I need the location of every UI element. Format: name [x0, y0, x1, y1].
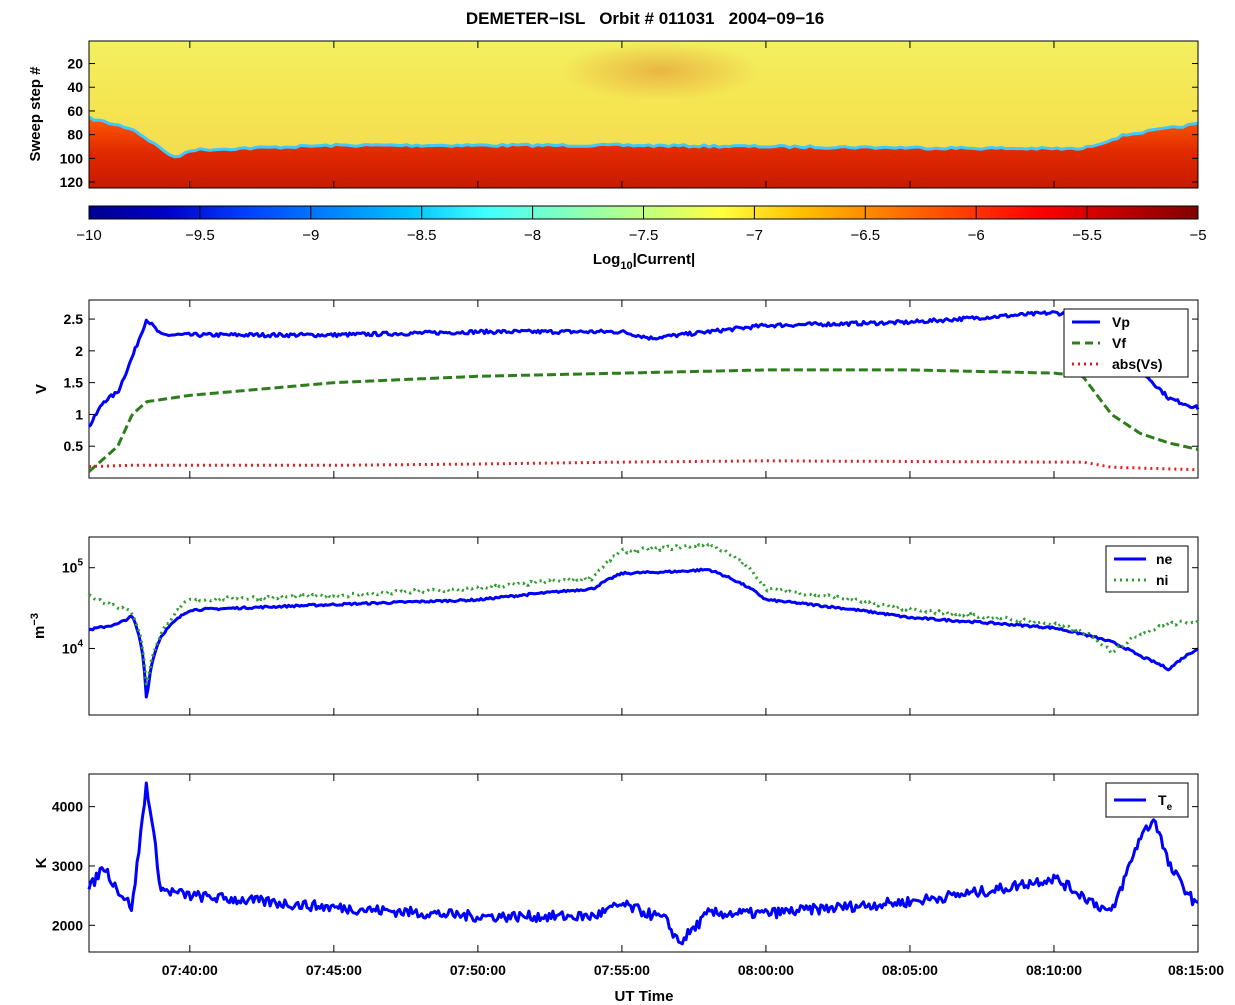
- voltage-y-ticks: 0.5 1 1.5 2 2.5: [64, 311, 1198, 454]
- temperature-series: [87, 781, 1199, 946]
- heatmap-lower-region: [89, 116, 1198, 188]
- series-line: [87, 781, 1199, 946]
- voltage-series: [88, 310, 1200, 473]
- y-tick-label: 1.5: [64, 375, 84, 391]
- heatmap-y-label: Sweep step #: [27, 66, 44, 162]
- heatmap-y-ticks: 20 40 60 80 100 120: [60, 56, 1198, 190]
- x-tick-label: 08:00:00: [738, 962, 794, 978]
- x-tick-label: 07:40:00: [162, 962, 218, 978]
- voltage-legend: Vp Vf abs(Vs): [1063, 308, 1189, 378]
- temperature-frame: [88, 773, 1199, 953]
- colorbar-tick-label: −5: [1189, 227, 1206, 244]
- heatmap-frame: [88, 40, 1199, 189]
- x-tick-label: 07:45:00: [306, 962, 362, 978]
- x-tick-label: 07:50:00: [450, 962, 506, 978]
- x-tick-label: 08:05:00: [882, 962, 938, 978]
- density-panel: 105 104 m−3 ne ni: [29, 536, 1200, 716]
- series-line: [88, 541, 1200, 686]
- colorbar-label-main: Log: [593, 251, 621, 268]
- colorbar-tick-label: −7: [746, 227, 763, 244]
- y-tick-label: 80: [67, 127, 83, 143]
- series-line: [88, 310, 1200, 428]
- legend-vf-label: Vf: [1112, 335, 1126, 351]
- voltage-panel: 0.5 1 1.5 2 2.5 V Vp Vf abs(Vs): [33, 299, 1200, 479]
- density-series: [88, 541, 1200, 699]
- legend-te-main: T: [1158, 792, 1167, 808]
- x-tick-label: 08:15:00: [1168, 962, 1224, 978]
- y-tick-label: 120: [60, 174, 84, 190]
- density-y-label: m−3: [29, 613, 48, 639]
- y-tick-label: 100: [60, 150, 84, 166]
- colorbar-label-rest: |Current|: [633, 251, 696, 268]
- x-tick-label: 07:55:00: [594, 962, 650, 978]
- figure-title: DEMETER−ISL Orbit # 011031 2004−09−16: [466, 9, 824, 28]
- legend-ne-label: ne: [1156, 551, 1173, 567]
- colorbar-label: Log10|Current|: [593, 251, 695, 272]
- y-tick-label: 2000: [52, 917, 83, 933]
- density-y-label-sup: −3: [29, 613, 41, 626]
- colorbar-tick-label: −10: [76, 227, 101, 244]
- y-tick-label: 40: [67, 79, 83, 95]
- temperature-legend: Te: [1105, 782, 1189, 818]
- legend-vp-label: Vp: [1112, 314, 1130, 330]
- colorbar-tick-label: −9: [302, 227, 319, 244]
- temperature-y-ticks: 2000 3000 4000: [52, 799, 1198, 933]
- x-tick-label: 08:10:00: [1026, 962, 1082, 978]
- legend-ni-label: ni: [1156, 572, 1168, 588]
- y-tick-label: 60: [67, 103, 83, 119]
- legend-te-sub: e: [1167, 802, 1173, 813]
- colorbar: −10 −9.5 −9 −8.5 −8 −7.5 −7 −6.5 −6 −5.5 −5 Log10|…: [76, 205, 1207, 272]
- colorbar-label-sub: 10: [620, 260, 632, 272]
- legend-vs-label: abs(Vs): [1112, 356, 1163, 372]
- series-line: [88, 567, 1199, 699]
- sweep-heatmap-panel: 20 40 60 80 100 120 Sweep step #: [27, 40, 1199, 190]
- colorbar-tick-label: −7.5: [629, 227, 659, 244]
- series-line: [88, 368, 1199, 473]
- voltage-frame: [88, 299, 1199, 479]
- y-tick-label: 2: [75, 343, 83, 359]
- colorbar-tick-label: −8: [524, 227, 541, 244]
- colorbar-ticks: −10 −9.5 −9 −8.5 −8 −7.5 −7 −6.5 −6 −5.5 −5: [76, 206, 1207, 244]
- colorbar-tick-label: −5.5: [1072, 227, 1102, 244]
- y-tick-label: 3000: [52, 858, 83, 874]
- y-tick-label: 0.5: [64, 438, 84, 454]
- density-y-label-main: m: [31, 626, 48, 639]
- y-tick-label: 20: [67, 56, 83, 72]
- density-legend-box: [1105, 545, 1189, 593]
- legend-te-label: Te: [1158, 792, 1173, 813]
- density-y-ticks: 105 104: [62, 558, 1198, 656]
- colorbar-tick-label: −8.5: [407, 227, 437, 244]
- y-tick-label: 105: [62, 558, 84, 576]
- y-tick-label: 2.5: [64, 311, 84, 327]
- heatmap-boundary-line: [88, 115, 1199, 159]
- colorbar-tick-label: −6.5: [850, 227, 880, 244]
- y-tick-label: 1: [75, 406, 83, 422]
- voltage-legend-box: [1063, 308, 1189, 378]
- heatmap-center-highlight: [560, 41, 760, 101]
- temperature-panel: 2000 3000 4000 K Te 07:40:00 07:45:00 07:50:…: [33, 41, 1224, 1005]
- y-tick-label: 104: [62, 638, 84, 656]
- y-tick-label: 4000: [52, 799, 83, 815]
- colorbar-tick-label: −6: [968, 227, 985, 244]
- temperature-y-label: K: [33, 857, 50, 868]
- density-legend: ne ni: [1105, 545, 1189, 593]
- colorbar-tick-label: −9.5: [185, 227, 215, 244]
- series-line: [88, 459, 1198, 472]
- x-axis-ticks: 07:40:00 07:45:00 07:50:00 07:55:00 08:00:00…: [162, 41, 1224, 978]
- x-axis-label: UT Time: [615, 988, 674, 1005]
- voltage-y-label: V: [33, 384, 50, 394]
